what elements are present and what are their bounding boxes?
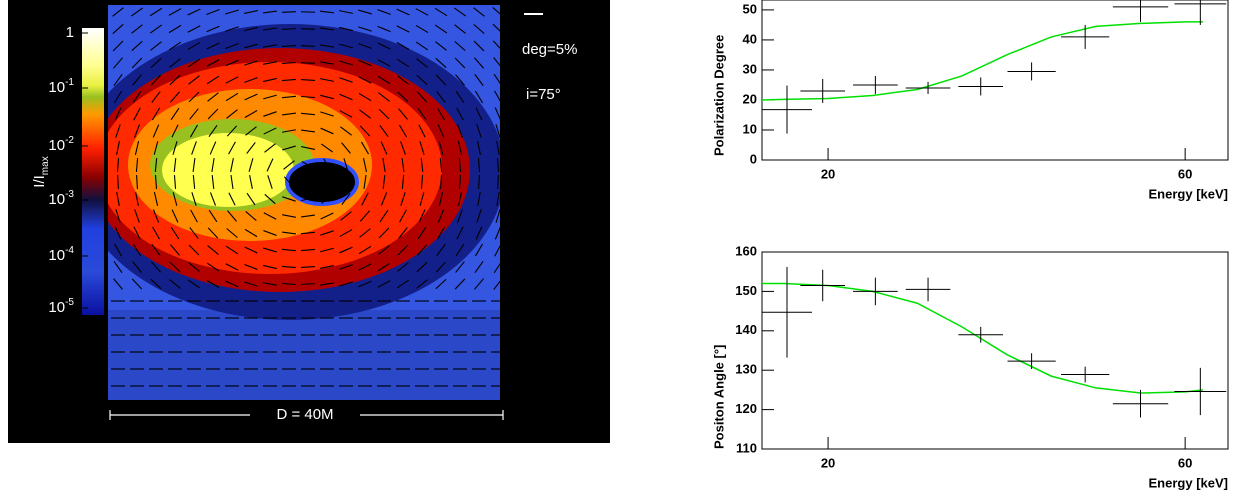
colorbar-tick-exp: -5 — [65, 297, 74, 308]
y-tick-label: 30 — [743, 61, 757, 76]
plot-frame — [762, 0, 1228, 160]
polarization-map-panel: I/Imax 110-110-210-310-410-5 deg=5% i=75… — [8, 0, 610, 443]
colorbar-tick-base: 10 — [48, 247, 65, 264]
polarization-vector — [301, 63, 315, 64]
y-tick-label: 10 — [743, 121, 757, 136]
x-tick-label: 20 — [821, 455, 835, 470]
y-tick-label: 160 — [735, 243, 757, 258]
colorbar-tick-base: 10 — [48, 191, 65, 208]
x-tick-label: 60 — [1178, 166, 1192, 181]
x-tick-label: 20 — [821, 166, 835, 181]
y-tick-label: 120 — [735, 401, 757, 416]
colorbar-tick-base: 10 — [48, 137, 65, 154]
inclination-label: i=75° — [526, 86, 561, 103]
y-tick-label: 0 — [750, 151, 757, 166]
colorbar-tick-exp: -2 — [65, 135, 74, 146]
polarization-vector — [118, 175, 119, 189]
polarization-vector — [479, 175, 480, 189]
chart: 110 120 130 140 150 160 20 60 Energy [keV] Posito… — [711, 243, 1228, 490]
colorbar-tick-exp: -1 — [65, 77, 74, 88]
y-tick-label: 130 — [735, 362, 757, 377]
y-axis-label: Polarization Degree — [711, 35, 726, 156]
y-tick-label: 110 — [736, 440, 757, 455]
colorbar-label-base: I/I — [31, 175, 48, 188]
y-tick-label: 150 — [735, 283, 757, 298]
colorbar-tick-base: 10 — [48, 79, 65, 96]
y-tick-label: 20 — [743, 91, 757, 106]
polarization-vector — [301, 29, 315, 30]
colorbar — [82, 28, 104, 315]
plot-frame — [762, 252, 1228, 449]
colorbar-tick-label: 1 — [66, 24, 74, 41]
size-label: D = 40M — [276, 406, 333, 423]
scale-label: deg=5% — [522, 41, 577, 58]
y-axis-label: Positon Angle [°] — [711, 345, 726, 449]
x-axis-label: Energy [keV] — [1149, 186, 1228, 201]
polarization-vector — [498, 175, 499, 189]
intensity-map — [75, 5, 505, 400]
x-axis-label: Energy [keV] — [1149, 475, 1228, 490]
fit-curve — [762, 22, 1203, 100]
polarization-vector — [301, 284, 315, 285]
fit-curve — [762, 284, 1203, 394]
polarization-vector — [282, 29, 296, 30]
colorbar-tick-exp: -3 — [65, 189, 74, 200]
x-tick-label: 60 — [1178, 455, 1192, 470]
colorbar-tick-exp: -4 — [65, 245, 74, 256]
y-tick-label: 40 — [743, 31, 757, 46]
colorbar-tick-base: 10 — [48, 299, 65, 316]
y-tick-label: 50 — [743, 1, 757, 16]
colorbar-label-sub: max — [40, 156, 51, 175]
y-tick-label: 140 — [735, 322, 757, 337]
polarization-vector — [282, 12, 296, 13]
polarization-vector — [301, 46, 315, 47]
chart: 0 10 20 30 40 50 20 60 Energy [keV] Polarization … — [711, 0, 1228, 201]
